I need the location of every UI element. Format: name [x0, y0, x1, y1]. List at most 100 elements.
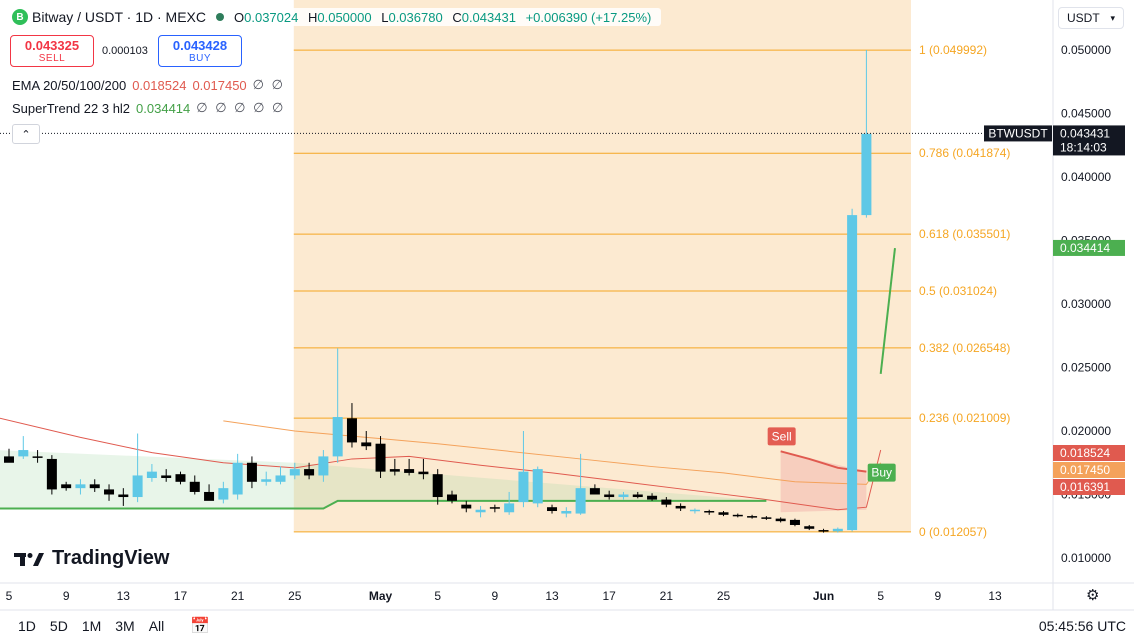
candle-body-48 — [689, 509, 700, 512]
fib-label-3: 0.5 (0.031024) — [919, 284, 997, 298]
y-tick-6: 0.020000 — [1061, 424, 1111, 438]
candle-body-34 — [489, 507, 500, 509]
candle-body-25 — [361, 442, 372, 447]
y-tick-5: 0.025000 — [1061, 361, 1111, 375]
x-tick-0: 5 — [6, 589, 13, 603]
supertrend-green-line-2 — [879, 248, 896, 374]
candle-body-33 — [475, 509, 486, 513]
candle-body-37 — [532, 469, 543, 504]
low-value: 0.036780 — [388, 9, 443, 25]
buy-button[interactable]: 0.043428 BUY — [158, 35, 242, 67]
ema-empty-values: ∅ ∅ — [252, 77, 285, 92]
price-tag-ema2 — [1053, 462, 1125, 478]
candle-body-41 — [589, 488, 600, 495]
symbol-price-tag — [984, 125, 1052, 142]
candle-body-27 — [389, 469, 400, 472]
candle-body-54 — [775, 518, 786, 522]
symbol-header[interactable]: B Bitway / USDT · 1D · MEXC O0.037024 H0… — [8, 8, 662, 26]
symbol-price-tag-text: BTWUSDT — [988, 126, 1048, 140]
candle-body-56 — [804, 526, 815, 529]
chevron-down-icon: ▾ — [1110, 12, 1115, 23]
candle-body-10 — [146, 471, 157, 478]
tradingview-mark-icon — [14, 552, 44, 566]
price-tag-ema3 — [1053, 479, 1125, 495]
ema-red-line — [0, 417, 882, 511]
range-5d[interactable]: 5D — [49, 618, 68, 634]
bitway-logo-icon: B — [12, 9, 28, 25]
candle-body-26 — [375, 443, 386, 472]
candle-body-46 — [661, 499, 672, 505]
close-label: C — [452, 9, 462, 25]
candle-body-3 — [46, 458, 57, 490]
candle-body-35 — [504, 503, 515, 513]
fib-zone — [293, 0, 911, 532]
signal-label-1: Buy — [871, 466, 892, 480]
candle-body-1 — [18, 450, 29, 457]
countdown-text: 18:14:03 — [1060, 140, 1107, 154]
signal-badge-0 — [767, 427, 796, 446]
fib-label-4: 0.382 (0.026548) — [919, 341, 1010, 355]
candle-body-53 — [761, 517, 772, 519]
candle-body-28 — [404, 469, 415, 473]
candle-body-21 — [304, 469, 315, 476]
range-1d[interactable]: 1D — [18, 618, 36, 634]
price-tag-text-ema3: 0.016391 — [1060, 480, 1110, 494]
candle-body-36 — [518, 471, 529, 503]
range-1m[interactable]: 1M — [81, 618, 102, 634]
fib-label-2: 0.618 (0.035501) — [919, 227, 1010, 241]
price-tag-st — [1053, 239, 1125, 256]
buy-label: BUY — [188, 53, 212, 64]
open-value: 0.037024 — [244, 9, 299, 25]
candle-body-38 — [547, 507, 558, 512]
calendar-icon[interactable]: 📅 — [190, 618, 211, 635]
collapse-legend-button[interactable]: ⌃ — [12, 124, 40, 144]
ema-legend[interactable]: EMA 20/50/100/200 0.018524 0.017450 ∅ ∅ — [8, 76, 289, 94]
fib-label-0: 1 (0.049992) — [919, 43, 987, 57]
candle-body-44 — [632, 494, 643, 498]
x-tick-2: 13 — [117, 589, 131, 603]
sell-label: SELL — [38, 53, 66, 64]
x-tick-9: 13 — [545, 589, 559, 603]
last-price-tag — [1053, 125, 1125, 156]
range-3m[interactable]: 3M — [115, 618, 135, 634]
currency-select[interactable]: USDT ▾ — [1058, 7, 1124, 29]
range-all[interactable]: All — [148, 618, 165, 634]
high-value: 0.050000 — [317, 9, 372, 25]
tradingview-logo[interactable]: TradingView — [14, 547, 169, 570]
candle-body-5 — [75, 484, 86, 489]
tradingview-wordmark: TradingView — [52, 547, 170, 569]
supertrend-fill — [0, 450, 767, 509]
x-tick-16: 13 — [988, 589, 1002, 603]
candle-body-0 — [4, 456, 14, 463]
sell-button[interactable]: 0.043325 SELL — [10, 35, 94, 67]
clock[interactable]: 05:45:56 UTC — [1038, 618, 1126, 634]
candle-body-7 — [104, 489, 115, 495]
spread-value: 0.000103 — [102, 45, 148, 57]
axis-settings-icon[interactable]: ⚙ — [1086, 587, 1100, 604]
supertrend-legend[interactable]: SuperTrend 22 3 hl2 0.034414 ∅ ∅ ∅ ∅ ∅ — [8, 99, 290, 117]
candle-body-47 — [675, 505, 686, 509]
supertrend-label: SuperTrend 22 3 hl2 — [12, 100, 131, 116]
buy-price: 0.043428 — [172, 38, 228, 53]
range-selector: 1D 5D 1M 3M All — [18, 618, 164, 634]
candle-body-59 — [847, 215, 858, 531]
signal-label-0: Sell — [772, 429, 792, 443]
candle-body-49 — [704, 511, 715, 513]
candle-body-2 — [32, 456, 43, 458]
y-tick-0: 0.050000 — [1061, 43, 1111, 57]
candle-body-20 — [289, 469, 300, 476]
close-value: 0.043431 — [461, 9, 516, 25]
ema-label: EMA 20/50/100/200 — [12, 77, 127, 93]
open-label: O — [234, 9, 245, 25]
supertrend-green-line — [0, 499, 767, 510]
low-label: L — [381, 9, 389, 25]
y-tick-1: 0.045000 — [1061, 107, 1111, 121]
high-label: H — [307, 9, 318, 25]
candle-body-42 — [604, 494, 615, 498]
bottom-toolbar: 1D 5D 1M 3M All 📅 05:45:56 UTC — [0, 612, 1134, 640]
candle-body-4 — [61, 484, 72, 489]
symbol-title[interactable]: Bitway / USDT · 1D · MEXC — [32, 9, 206, 25]
candle-body-6 — [89, 484, 100, 489]
x-tick-10: 17 — [603, 589, 617, 603]
